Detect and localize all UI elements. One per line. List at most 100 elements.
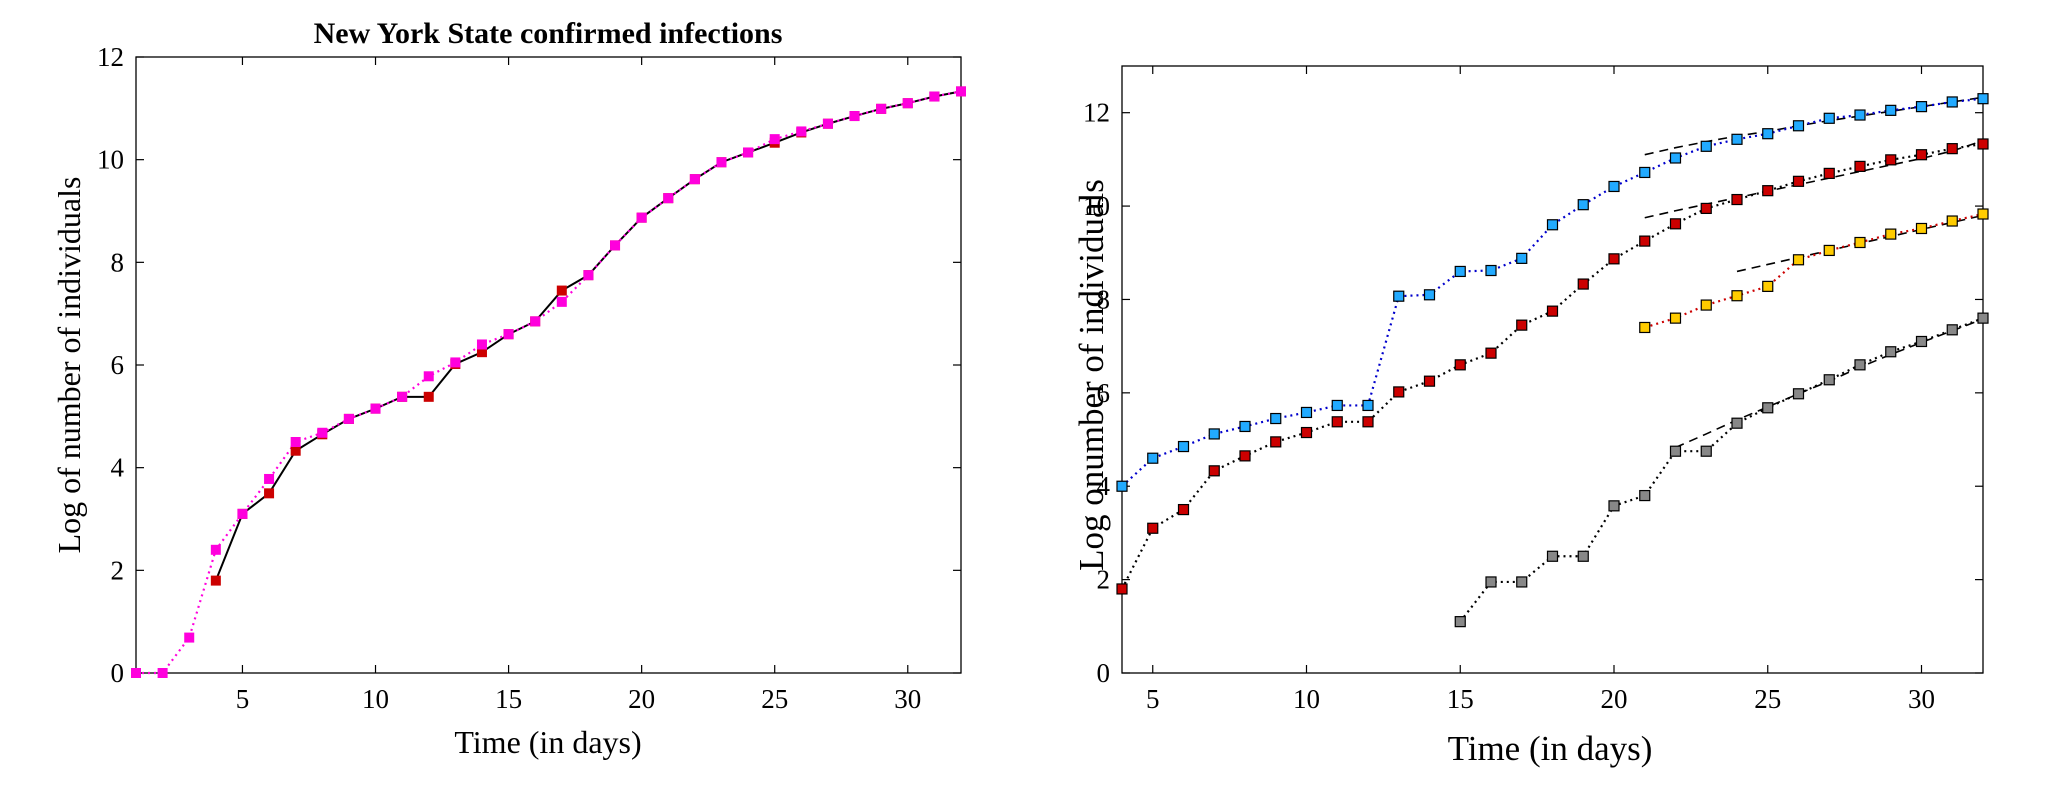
series-red-point (1608, 253, 1620, 265)
series-model-point (610, 240, 621, 251)
series-red-point (1239, 450, 1251, 462)
y-tick-label: 6 (111, 350, 125, 380)
series-gray-point (1454, 616, 1466, 628)
series-red-point (1147, 522, 1159, 534)
series-blue-point (1639, 166, 1651, 179)
series-orange-point (1885, 228, 1897, 240)
series-model-point (264, 473, 275, 484)
y-tick-label: 2 (111, 555, 125, 585)
left-chart: New York State confirmed infections 0 2 4 6… (51, 17, 966, 760)
series-blue-point (1669, 152, 1682, 164)
series-blue-point (1423, 289, 1436, 301)
y-tick-label: 8 (1097, 284, 1111, 314)
series-red-point (1577, 278, 1589, 290)
series-blue-point (1946, 96, 1958, 108)
series-blue-point (1485, 264, 1497, 277)
series-blue-point (1516, 252, 1528, 264)
series-model-point (423, 371, 434, 382)
series-orange-point (1700, 299, 1712, 311)
series-blue-point (1546, 219, 1559, 231)
series-blue-point (1270, 412, 1282, 425)
series-red-point (1516, 319, 1528, 331)
series-red-point (1300, 426, 1313, 439)
series-orange-line (1644, 212, 1984, 329)
series-gray-point (1546, 550, 1559, 562)
right-plot-frame (1121, 65, 1984, 674)
series-observed-point (290, 445, 301, 456)
series-blue-point (1300, 406, 1313, 419)
series-model-point (397, 391, 408, 402)
y-tick-label: 0 (1097, 658, 1111, 688)
left-chart-title: New York State confirmed infections (314, 17, 783, 50)
series-gray-point (1915, 335, 1928, 348)
series-red-point (1546, 305, 1559, 317)
series-red-point (1792, 175, 1805, 187)
series-model-point (290, 437, 301, 447)
series-gray-point (1516, 576, 1528, 588)
right-x-axis-label: Time (in days) (1448, 729, 1653, 768)
series-gray-point (1762, 402, 1774, 414)
series-observed-point (556, 285, 567, 296)
series-red-point (1177, 503, 1190, 516)
series-observed-point (476, 347, 487, 358)
series-model-point (956, 86, 966, 97)
series-model-point (503, 329, 514, 340)
x-tick-label: 15 (1447, 684, 1474, 714)
series-red-point (1270, 436, 1282, 448)
series-red-point (1977, 138, 1989, 150)
series-gray-point (1946, 324, 1958, 336)
series-blue-point (1239, 420, 1251, 433)
series-red-point (1331, 416, 1343, 428)
x-tick-label: 30 (1908, 684, 1935, 714)
series-blue-point (1700, 140, 1712, 152)
x-tick-label: 15 (495, 684, 522, 714)
x-tick-label: 25 (1754, 684, 1781, 714)
left-x-axis-label: Time (in days) (454, 724, 641, 760)
series-blue-point (1454, 265, 1466, 278)
series-blue-point (1854, 109, 1866, 121)
series-observed-point (210, 575, 221, 586)
series-red-point (1946, 143, 1958, 155)
series-red-point (1362, 416, 1374, 428)
series-model-point (343, 413, 354, 424)
series-model-point (929, 91, 940, 102)
series-red-point (1208, 465, 1220, 477)
series-model-point (796, 126, 807, 137)
series-model-point (450, 357, 461, 368)
series-gray-point (1977, 312, 1989, 324)
series-model-point (663, 193, 674, 204)
series-model-point (317, 427, 328, 438)
series-gray-point (1885, 346, 1897, 358)
series-gray-point (1700, 445, 1712, 457)
series-blue-point (1762, 128, 1774, 140)
series-observed-point (264, 488, 275, 499)
x-tick-label: 5 (1146, 684, 1160, 714)
x-tick-label: 10 (1293, 684, 1320, 714)
series-model-point (689, 174, 700, 185)
series-blue-point (1116, 480, 1128, 492)
series-red-point (1762, 185, 1774, 197)
series-orange-point (1915, 222, 1928, 235)
series-gray-point (1792, 388, 1805, 400)
series-blue-line (1121, 97, 1984, 488)
y-tick-label: 10 (1083, 191, 1110, 221)
y-tick-label: 6 (1097, 378, 1111, 408)
right-series (1116, 93, 1989, 628)
left-y-ticks: 0 2 4 6 8 10 12 (97, 42, 961, 688)
right-y-axis-label: Log onumber of individuals (1072, 179, 1111, 571)
series-model-point (556, 296, 567, 307)
series-orange-point (1792, 254, 1805, 266)
series-model-point (636, 212, 647, 223)
series-red-point (1731, 193, 1743, 206)
series-red-point (1854, 160, 1866, 172)
series-model-point (769, 134, 780, 145)
series-orange-point (1946, 215, 1958, 227)
series-model-point (157, 668, 168, 678)
series-model-point (370, 403, 381, 414)
series-red-point (1915, 149, 1928, 161)
series-blue-point (1915, 101, 1928, 113)
series-gray-line (1459, 317, 1984, 623)
series-blue-point (1792, 120, 1805, 132)
series-orange-point (1854, 236, 1866, 249)
series-gray-point (1639, 489, 1651, 502)
